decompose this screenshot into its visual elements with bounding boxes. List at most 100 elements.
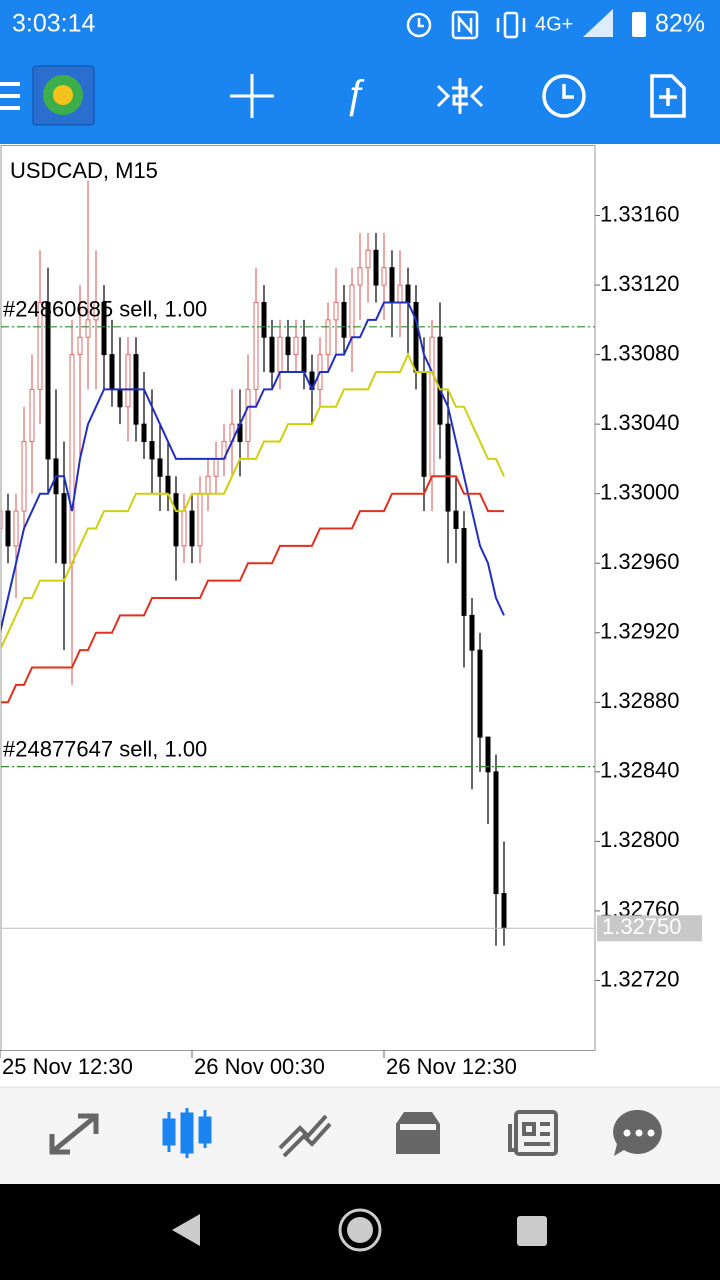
candle-body <box>13 510 19 547</box>
candle-body <box>421 371 427 477</box>
crosshair-button[interactable] <box>230 74 274 118</box>
moving-average <box>1 352 505 651</box>
y-tick-label: 1.33120 <box>600 271 680 296</box>
candle-body <box>253 301 259 390</box>
candle-body <box>213 458 219 477</box>
chart-title: USDCAD, M15 <box>10 158 158 183</box>
candle-body <box>445 423 451 512</box>
candle-body <box>245 388 251 443</box>
candle-body <box>341 301 347 338</box>
status-icons <box>406 10 526 40</box>
candle-body <box>1 510 3 529</box>
timeframe-button[interactable] <box>542 74 586 118</box>
candle-body <box>109 354 115 390</box>
status-time: 3:03:14 <box>12 10 96 38</box>
candle-body <box>277 336 283 373</box>
candle-body <box>453 510 459 529</box>
candle-body <box>389 267 395 303</box>
y-tick-label: 1.32960 <box>600 549 680 574</box>
news-tab[interactable] <box>508 1110 558 1156</box>
candle-body <box>437 336 443 425</box>
chart-tab[interactable] <box>162 1108 212 1158</box>
candle-body <box>69 354 75 564</box>
candle-body <box>45 301 51 460</box>
candle-body <box>189 510 195 547</box>
candle-body <box>261 301 267 338</box>
candle-body <box>117 388 123 408</box>
chat-tab[interactable] <box>613 1109 662 1156</box>
moving-average <box>1 475 504 704</box>
new-order-button[interactable] <box>650 74 686 118</box>
candle-body <box>349 284 355 338</box>
x-tick-label: 25 Nov 12:30 <box>2 1054 133 1079</box>
candle-body <box>85 319 91 338</box>
candle-body <box>301 336 307 373</box>
candle-body <box>493 771 499 895</box>
current-price-box <box>597 915 702 942</box>
candle-body <box>413 301 419 373</box>
y-tick-label: 1.33080 <box>600 340 680 365</box>
candle-body <box>205 475 211 495</box>
candle-body <box>29 388 35 443</box>
candle-body <box>485 736 491 773</box>
price-axis: 1.327201.327601.328001.328401.328801.329… <box>595 201 680 991</box>
candle-body <box>125 354 131 408</box>
candle-body <box>469 614 475 651</box>
y-tick-label: 1.33040 <box>600 410 680 435</box>
menu-button[interactable] <box>0 82 20 110</box>
signal-icon <box>583 9 613 37</box>
status-battery: 82% <box>655 10 705 38</box>
recents-button[interactable] <box>517 1216 547 1246</box>
candle-body <box>285 336 291 356</box>
candle-body <box>157 458 163 477</box>
candle-body <box>333 301 339 321</box>
candle-body <box>357 267 363 286</box>
candle-body <box>373 249 379 286</box>
candle-body <box>501 893 507 929</box>
candle-body <box>165 475 171 495</box>
indicators-button[interactable]: ƒ <box>344 73 366 119</box>
candle-body <box>61 493 67 564</box>
candle-body <box>21 441 27 512</box>
objects-button[interactable] <box>436 78 484 114</box>
app-logo[interactable] <box>32 65 95 126</box>
battery-icon <box>632 12 646 37</box>
candle-body <box>477 649 483 738</box>
candle-body <box>77 336 83 356</box>
quotes-tab[interactable] <box>49 1113 99 1155</box>
bottom-nav <box>0 1087 720 1184</box>
history-tab[interactable] <box>396 1112 440 1154</box>
order-label: #24860685 sell, 1.00 <box>3 297 207 322</box>
candle-body <box>269 336 275 373</box>
y-tick-label: 1.32880 <box>600 688 680 713</box>
trade-tab[interactable] <box>278 1114 332 1158</box>
plot-area <box>1 180 507 946</box>
x-tick-label: 26 Nov 12:30 <box>386 1054 517 1079</box>
candle-body <box>181 510 187 547</box>
y-tick-label: 1.33160 <box>600 201 680 226</box>
y-tick-label: 1.32840 <box>600 758 680 783</box>
candle-body <box>197 493 203 547</box>
candle-body <box>461 527 467 616</box>
y-tick-label: 1.32920 <box>600 619 680 644</box>
candle-body <box>325 319 331 356</box>
current-price-label: 1.32750 <box>602 914 682 939</box>
candle-body <box>365 249 371 269</box>
candle-body <box>101 301 107 356</box>
candle-body <box>381 267 387 286</box>
candle-body <box>5 510 11 547</box>
y-tick-label: 1.33000 <box>600 480 680 505</box>
candle-body <box>93 301 99 321</box>
candle-body <box>429 336 435 477</box>
order-label: #24877647 sell, 1.00 <box>3 736 207 761</box>
candle-body <box>405 284 411 303</box>
candle-body <box>173 493 179 547</box>
x-tick-label: 26 Nov 00:30 <box>194 1054 325 1079</box>
home-button[interactable] <box>338 1208 382 1252</box>
candle-body <box>37 301 43 390</box>
moving-average <box>1 301 505 633</box>
y-tick-label: 1.32720 <box>600 966 680 991</box>
back-button[interactable] <box>172 1214 200 1246</box>
candle-body <box>293 336 299 356</box>
